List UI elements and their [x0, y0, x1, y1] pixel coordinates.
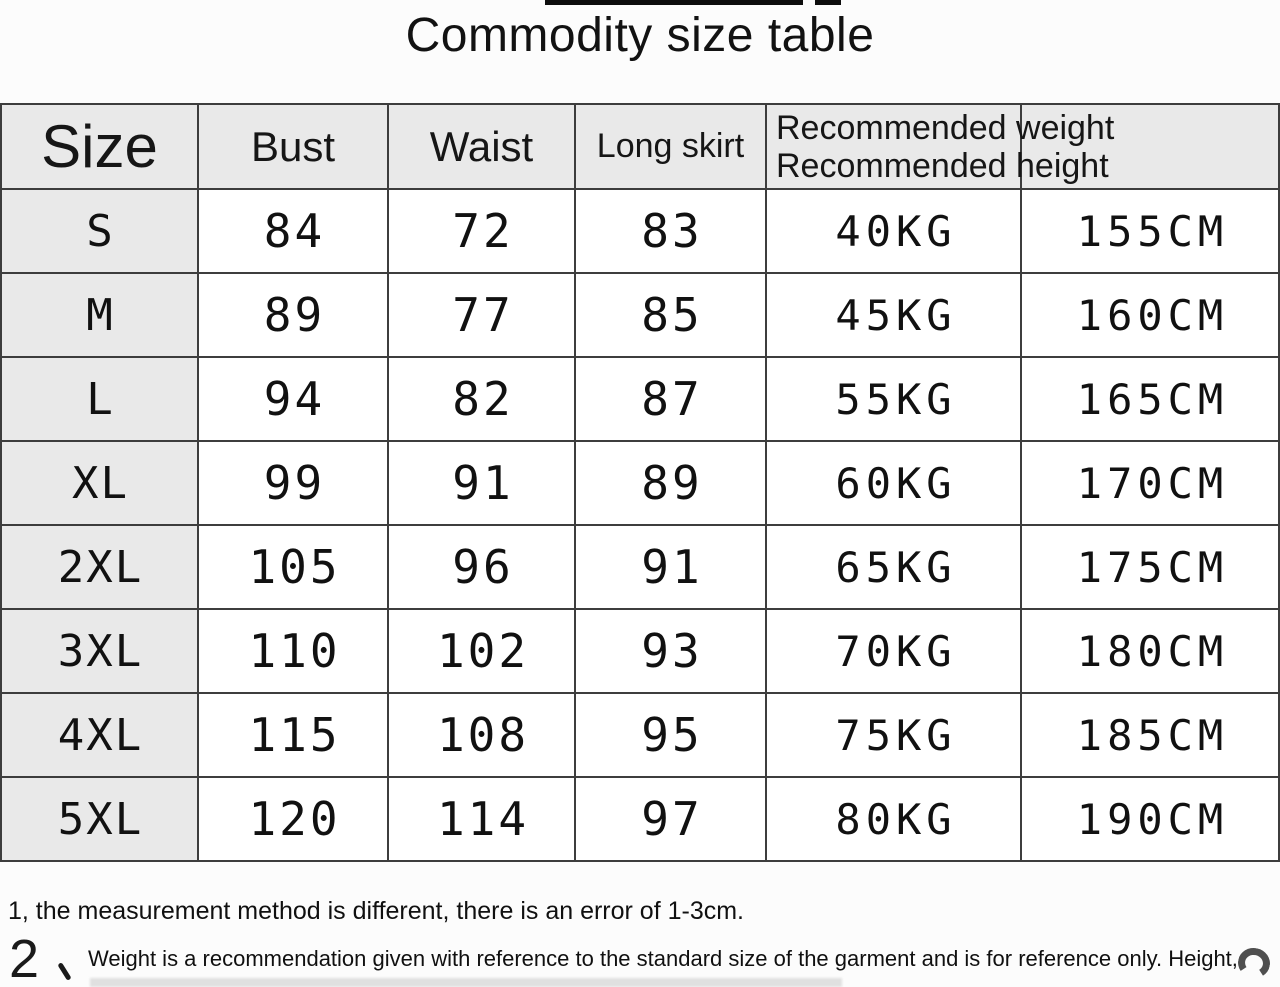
cell-height: 160CM [1022, 274, 1280, 358]
cell-waist: 108 [389, 694, 576, 778]
cell-long-skirt: 97 [576, 778, 767, 862]
col-header-recommended-height: Recommended height [776, 146, 1109, 185]
cell-height: 165CM [1022, 358, 1280, 442]
top-crop-artifact [815, 0, 841, 5]
cell-waist: 77 [389, 274, 576, 358]
cell-height: 185CM [1022, 694, 1280, 778]
cell-height: 190CM [1022, 778, 1280, 862]
col-header-recommended: Recommended weight Recommended height [767, 105, 1280, 190]
cell-size: S [2, 190, 199, 274]
cell-weight: 45KG [767, 274, 1022, 358]
cell-waist: 114 [389, 778, 576, 862]
cell-size: M [2, 274, 199, 358]
ideographic-comma [57, 962, 72, 981]
note-2-marker: 2 [9, 929, 40, 987]
col-header-size: Size [2, 105, 199, 190]
cell-size: 4XL [2, 694, 199, 778]
cell-waist: 82 [389, 358, 576, 442]
top-crop-artifact [545, 0, 803, 5]
cell-bust: 105 [199, 526, 389, 610]
cell-weight: 65KG [767, 526, 1022, 610]
cell-size: 5XL [2, 778, 199, 862]
cell-waist: 102 [389, 610, 576, 694]
cell-waist: 96 [389, 526, 576, 610]
cell-long-skirt: 91 [576, 526, 767, 610]
note-1: 1, the measurement method is different, … [8, 897, 744, 925]
cell-long-skirt: 89 [576, 442, 767, 526]
column-divider [1020, 105, 1022, 188]
cell-weight: 40KG [767, 190, 1022, 274]
cell-size: L [2, 358, 199, 442]
cell-waist: 91 [389, 442, 576, 526]
size-table: Size Bust Waist Long skirt Recommended w… [0, 103, 1280, 862]
cell-waist: 72 [389, 190, 576, 274]
cell-bust: 110 [199, 610, 389, 694]
cell-height: 180CM [1022, 610, 1280, 694]
cell-size: 3XL [2, 610, 199, 694]
cell-long-skirt: 95 [576, 694, 767, 778]
cell-size: XL [2, 442, 199, 526]
col-header-bust: Bust [199, 105, 389, 190]
col-header-long-skirt: Long skirt [576, 105, 767, 190]
cell-weight: 55KG [767, 358, 1022, 442]
cell-bust: 89 [199, 274, 389, 358]
cell-bust: 84 [199, 190, 389, 274]
note-2-text: Weight is a recommendation given with re… [88, 946, 1238, 971]
cell-long-skirt: 87 [576, 358, 767, 442]
cell-long-skirt: 83 [576, 190, 767, 274]
page-title: Commodity size table [405, 9, 875, 62]
cell-weight: 75KG [767, 694, 1022, 778]
cell-weight: 80KG [767, 778, 1022, 862]
cell-bust: 94 [199, 358, 389, 442]
cell-weight: 70KG [767, 610, 1022, 694]
col-header-waist: Waist [389, 105, 576, 190]
cell-size: 2XL [2, 526, 199, 610]
cell-height: 175CM [1022, 526, 1280, 610]
cell-long-skirt: 93 [576, 610, 767, 694]
cell-long-skirt: 85 [576, 274, 767, 358]
cell-bust: 115 [199, 694, 389, 778]
cell-bust: 120 [199, 778, 389, 862]
cell-height: 170CM [1022, 442, 1280, 526]
partial-arc-icon [1235, 945, 1273, 981]
cell-bust: 99 [199, 442, 389, 526]
cell-height: 155CM [1022, 190, 1280, 274]
col-header-recommended-weight: Recommended weight [776, 108, 1115, 147]
bottom-crop-artifact [90, 978, 842, 987]
cell-weight: 60KG [767, 442, 1022, 526]
